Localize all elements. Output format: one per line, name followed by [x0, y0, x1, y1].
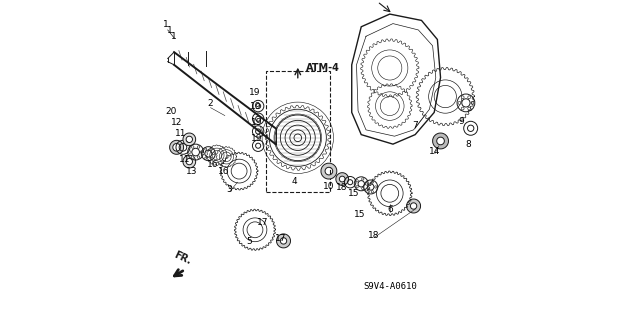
Circle shape	[458, 101, 461, 104]
Text: 1: 1	[163, 20, 169, 29]
Text: 19: 19	[251, 118, 262, 127]
Circle shape	[371, 181, 374, 183]
Circle shape	[205, 157, 207, 159]
Text: 4: 4	[292, 177, 298, 186]
Text: 3: 3	[227, 185, 232, 194]
Text: 11: 11	[175, 129, 187, 138]
Circle shape	[189, 151, 191, 153]
Wedge shape	[406, 199, 420, 213]
Circle shape	[356, 180, 358, 182]
Text: 20: 20	[166, 107, 177, 116]
Circle shape	[461, 107, 464, 110]
Text: 12: 12	[171, 118, 182, 127]
Text: 2: 2	[208, 99, 213, 108]
Text: 11: 11	[179, 155, 190, 164]
Wedge shape	[321, 163, 337, 179]
Text: 19: 19	[252, 134, 263, 143]
Text: 16: 16	[218, 167, 229, 176]
Circle shape	[362, 188, 364, 190]
Wedge shape	[170, 140, 184, 154]
Text: 5: 5	[246, 237, 252, 246]
Circle shape	[202, 153, 204, 155]
Text: 7: 7	[412, 121, 418, 130]
Circle shape	[471, 101, 474, 104]
Text: 14: 14	[429, 147, 440, 156]
Text: 16: 16	[207, 160, 218, 169]
Text: 8: 8	[465, 140, 471, 149]
Circle shape	[200, 151, 203, 153]
Text: 1: 1	[172, 32, 177, 42]
Text: 18: 18	[368, 231, 380, 240]
Text: ATM-4: ATM-4	[306, 63, 340, 73]
Text: S9V4-A0610: S9V4-A0610	[363, 282, 417, 292]
Wedge shape	[183, 133, 196, 146]
Circle shape	[374, 186, 377, 188]
Circle shape	[212, 153, 214, 155]
Text: 1: 1	[168, 26, 173, 35]
Circle shape	[468, 107, 470, 110]
Circle shape	[365, 183, 368, 185]
Circle shape	[365, 183, 367, 185]
Text: 15: 15	[348, 189, 359, 198]
Circle shape	[365, 189, 368, 191]
Circle shape	[210, 148, 212, 150]
Bar	[266, 71, 330, 192]
Circle shape	[356, 186, 358, 188]
Circle shape	[191, 156, 194, 158]
Text: 19: 19	[249, 88, 260, 97]
Wedge shape	[433, 133, 449, 149]
Text: FR.: FR.	[173, 250, 193, 266]
Circle shape	[197, 156, 200, 158]
Circle shape	[191, 146, 194, 148]
Circle shape	[205, 148, 207, 150]
Text: 9: 9	[458, 116, 464, 125]
Text: 10: 10	[323, 181, 334, 190]
Wedge shape	[336, 173, 349, 185]
Text: 18: 18	[336, 183, 348, 192]
Circle shape	[461, 96, 464, 99]
Circle shape	[468, 96, 470, 99]
Circle shape	[362, 178, 364, 180]
Text: 17: 17	[257, 218, 268, 227]
Circle shape	[197, 146, 200, 148]
Text: 17: 17	[275, 234, 286, 243]
Circle shape	[210, 157, 212, 159]
Text: 19: 19	[250, 102, 261, 111]
Circle shape	[371, 191, 374, 193]
Wedge shape	[276, 234, 291, 248]
Text: 13: 13	[186, 167, 197, 176]
Text: 6: 6	[387, 205, 393, 214]
Wedge shape	[183, 155, 196, 168]
Text: 15: 15	[354, 210, 365, 219]
